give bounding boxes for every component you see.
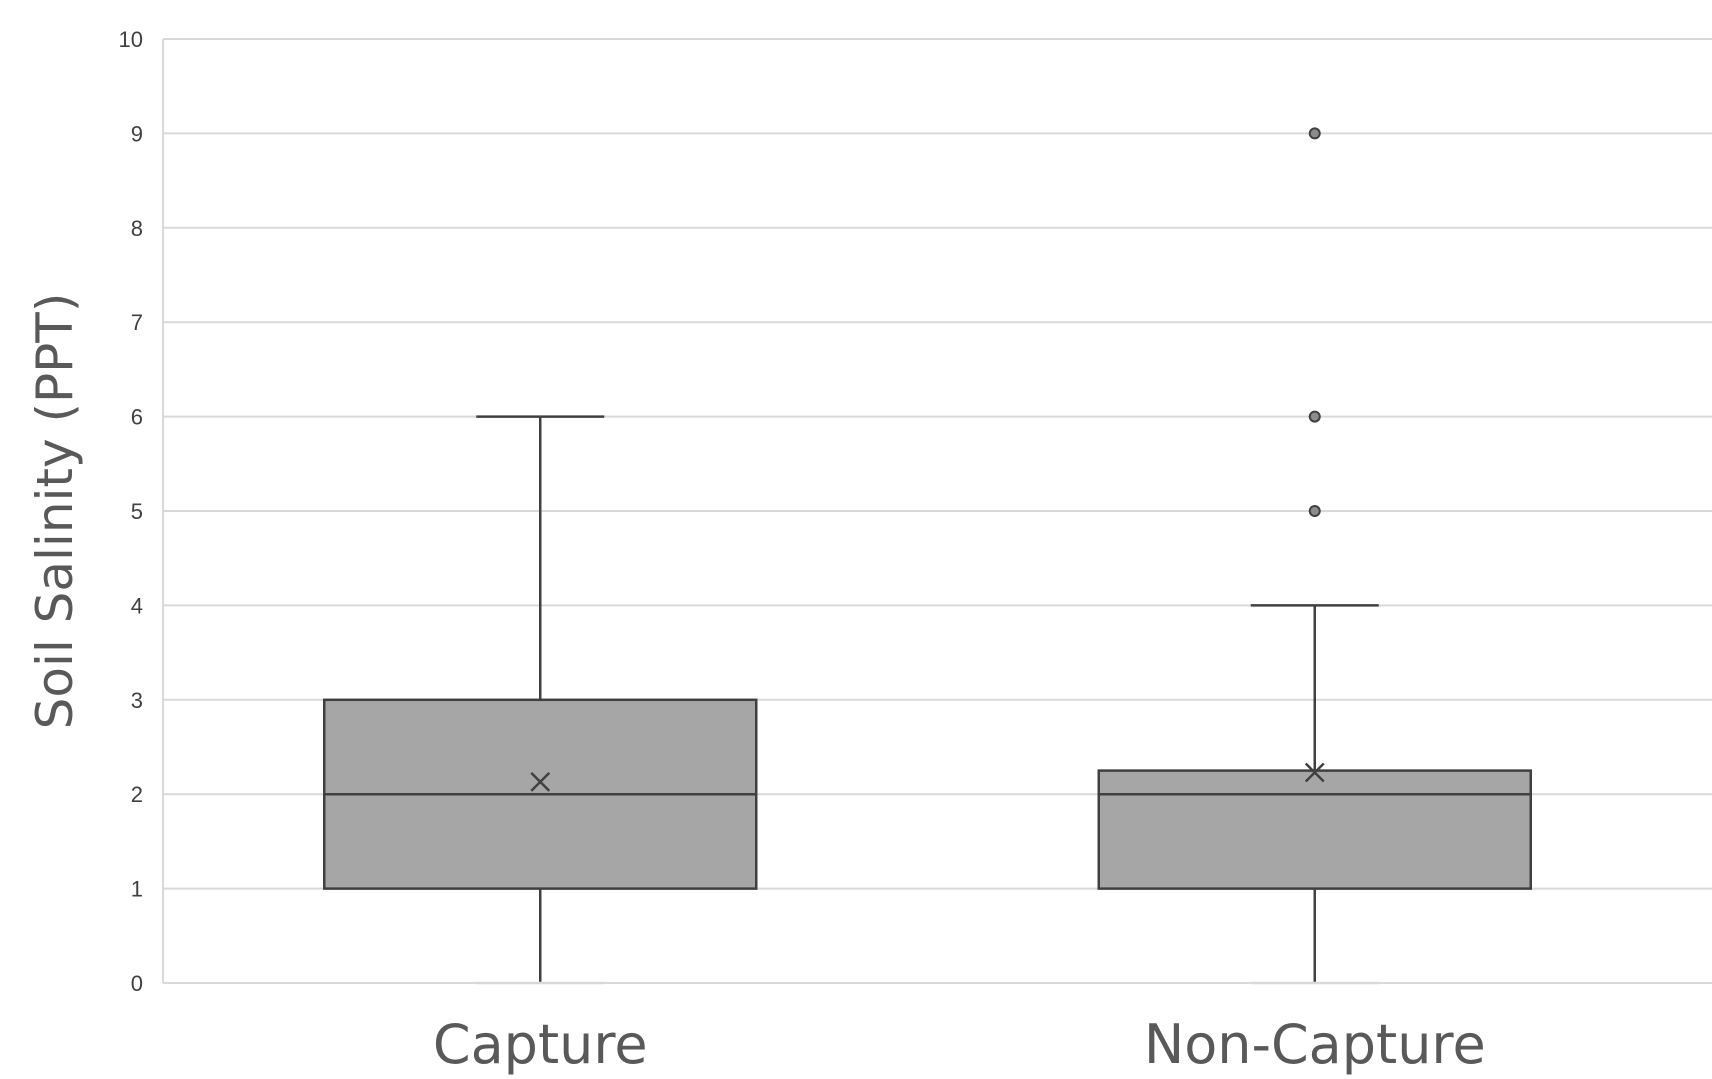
y-tick-label: 5: [131, 499, 143, 524]
y-tick-label: 3: [131, 688, 143, 713]
y-axis-title: Soil Salinity (PPT): [26, 293, 84, 730]
y-tick-label: 0: [131, 971, 143, 996]
y-tick-label: 9: [131, 121, 143, 146]
box-capture: [323, 415, 758, 985]
y-axis-ticks: 0 1 2 3 4 5 6 7 8 9 10: [119, 27, 143, 996]
y-tick-label: 10: [119, 27, 143, 52]
box-non-capture: [1097, 127, 1532, 985]
mean-marker: [1304, 762, 1325, 783]
y-tick-label: 4: [131, 593, 143, 618]
outlier-point: [1308, 505, 1321, 517]
boxes: [323, 127, 1532, 985]
y-tick-label: 8: [131, 216, 143, 241]
x-category-label: Non-Capture: [1144, 1013, 1486, 1076]
y-tick-label: 6: [131, 405, 143, 430]
x-category-label: Capture: [433, 1013, 648, 1076]
y-tick-label: 2: [131, 782, 143, 807]
outlier-point: [1308, 410, 1321, 423]
mean-marker: [530, 772, 551, 792]
outlier-point: [1308, 127, 1321, 140]
y-tick-label: 7: [131, 310, 143, 335]
iqr-box: [1097, 769, 1532, 890]
x-axis-category-labels: Capture Non-Capture: [433, 1013, 1486, 1076]
y-tick-label: 1: [131, 877, 143, 902]
